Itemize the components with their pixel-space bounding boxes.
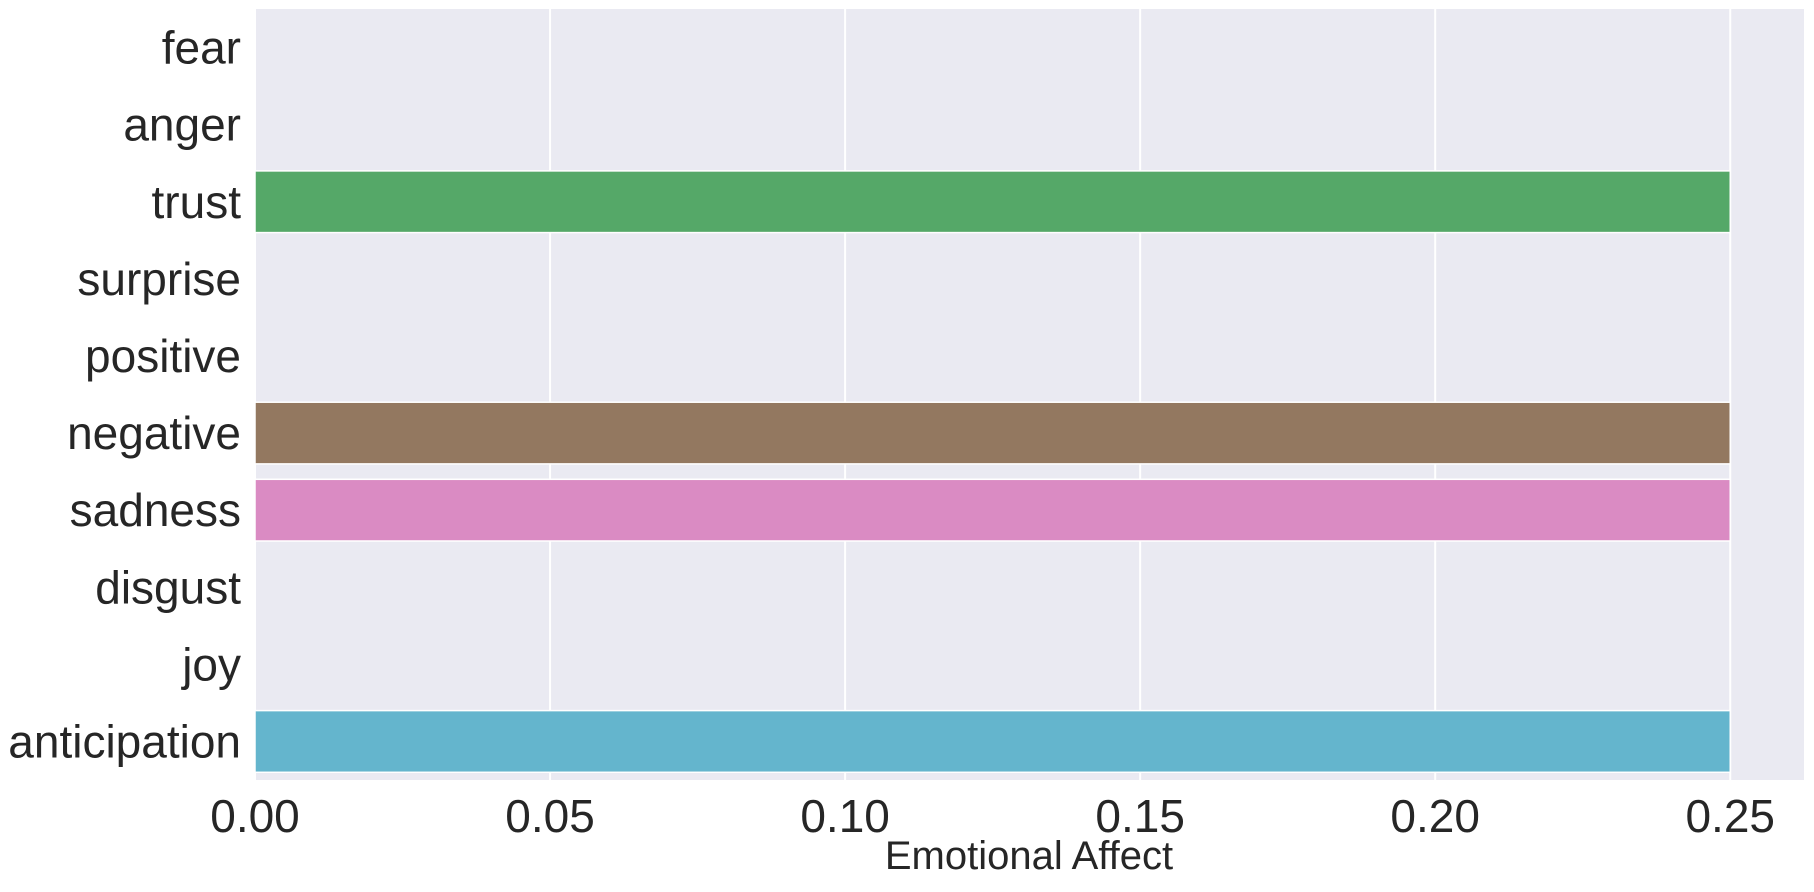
category-label-disgust: disgust — [95, 561, 241, 613]
x-tick-label: 0.10 — [800, 790, 890, 842]
bars — [254, 170, 1731, 774]
category-label-negative: negative — [67, 407, 241, 459]
bar-negative — [254, 401, 1731, 465]
category-label-joy: joy — [180, 638, 241, 690]
x-tick-label: 0.20 — [1390, 790, 1480, 842]
x-tick-label: 0.05 — [505, 790, 595, 842]
category-label-anticipation: anticipation — [8, 715, 241, 767]
category-label-anger: anger — [123, 99, 241, 151]
category-label-trust: trust — [152, 176, 242, 228]
category-label-surprise: surprise — [77, 253, 241, 305]
x-tick-labels: 0.00 0.05 0.10 0.15 0.20 0.25 — [210, 790, 1775, 842]
x-tick-label: 0.00 — [210, 790, 300, 842]
bar-anticipation — [254, 709, 1731, 774]
category-label-fear: fear — [162, 22, 241, 74]
x-axis-title: Emotional Affect — [885, 834, 1173, 878]
category-label-positive: positive — [85, 330, 241, 382]
x-tick-label: 0.25 — [1685, 790, 1775, 842]
grid-lines — [254, 9, 1732, 780]
plot-background — [255, 9, 1804, 780]
x-tick-label: 0.15 — [1095, 790, 1185, 842]
bar-sadness — [254, 478, 1731, 542]
category-label-sadness: sadness — [70, 484, 241, 536]
category-labels: fear anger trust surprise positive negative sa… — [8, 22, 241, 768]
bar-trust — [254, 170, 1731, 234]
